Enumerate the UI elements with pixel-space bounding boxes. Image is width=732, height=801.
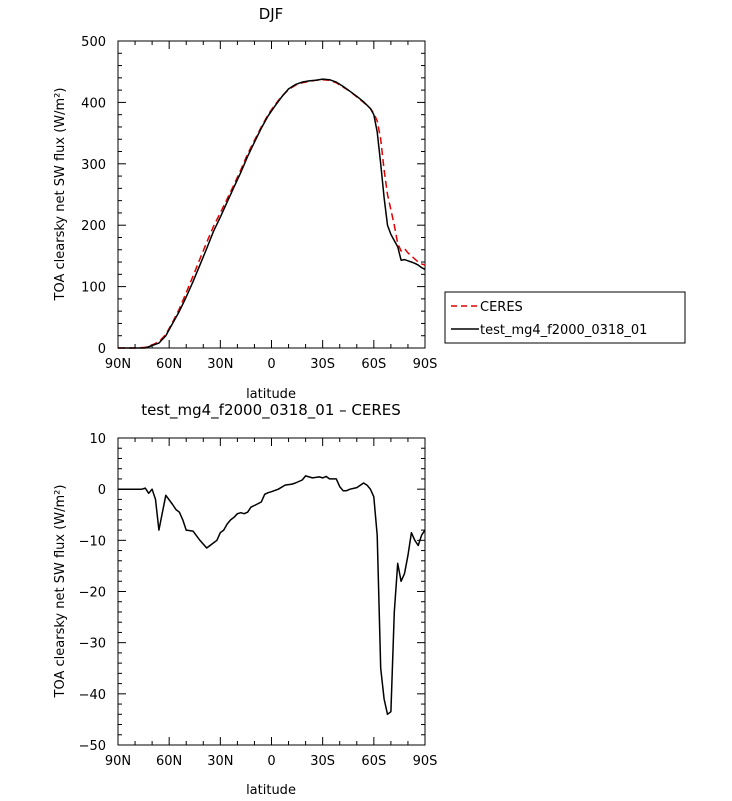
x-tick-label: 60S [361,754,386,769]
x-tick-label: 60S [361,357,386,372]
chart-top-tick-labels: 90N 60N 30N 0 30S 60S 90S 0 100 200 300 400 500 [81,35,437,372]
x-tick-label: 90S [413,754,438,769]
chart-bottom-tick-labels: 90N 60N 30N 0 30S 60S 90S −50 −40 −30 −20 −10 0 10 [79,432,438,769]
x-tick-label: 0 [267,357,275,372]
x-tick-label: 90S [413,357,438,372]
y-tick-label: 400 [81,96,106,111]
y-tick-label: 500 [81,35,106,50]
chart-bottom-title: test_mg4_f2000_0318_01 – CERES [141,401,401,420]
series-line-difference [118,475,426,716]
y-tick-label: −40 [79,688,106,703]
series-line-ceres [118,78,426,349]
x-tick-label: 0 [267,754,275,769]
chart-bottom: test_mg4_f2000_0318_01 – CERES 90N 60N 30N… [53,401,437,798]
legend-label-ceres: CERES [480,300,523,315]
chart-top-series [118,78,426,349]
chart-bottom-xlabel: latitude [246,783,296,798]
chart-bottom-ylabel: TOA clearsky net SW flux (W/m²) [53,485,68,699]
legend-label-model: test_mg4_f2000_0318_01 [480,323,647,338]
chart-top-xlabel: latitude [246,387,296,402]
y-tick-label: 0 [98,342,106,357]
y-tick-label: 300 [81,158,106,173]
x-tick-label: 30S [310,357,335,372]
legend: CERES test_mg4_f2000_0318_01 [444,291,686,344]
x-tick-label: 60N [156,357,182,372]
y-tick-label: −10 [79,534,106,549]
legend-box [444,291,686,344]
x-tick-label: 90N [105,754,131,769]
y-tick-label: 0 [98,483,106,498]
y-tick-label: 200 [81,219,106,234]
y-tick-label: −50 [79,739,106,754]
chart-top-ticks [117,40,426,349]
x-tick-label: 30S [310,754,335,769]
chart-top: DJF 90N 60N 30N 0 30S 60S 90S0100200300400500 … [53,5,437,402]
chart-top-frame [117,40,426,349]
chart-top-ylabel: TOA clearsky net SW flux (W/m²) [53,88,68,302]
x-tick-label: 30N [207,754,233,769]
chart-bottom-series [118,475,426,716]
y-tick-label: −20 [79,586,106,601]
x-tick-label: 90N [105,357,131,372]
chart-bottom-ticks [117,437,426,746]
y-tick-label: −30 [79,637,106,652]
series-line-model [118,78,426,349]
y-tick-label: 100 [81,281,106,296]
y-tick-label: 10 [89,432,106,447]
x-tick-label: 60N [156,754,182,769]
chart-top-title: DJF [259,5,284,23]
x-tick-label: 30N [207,357,233,372]
